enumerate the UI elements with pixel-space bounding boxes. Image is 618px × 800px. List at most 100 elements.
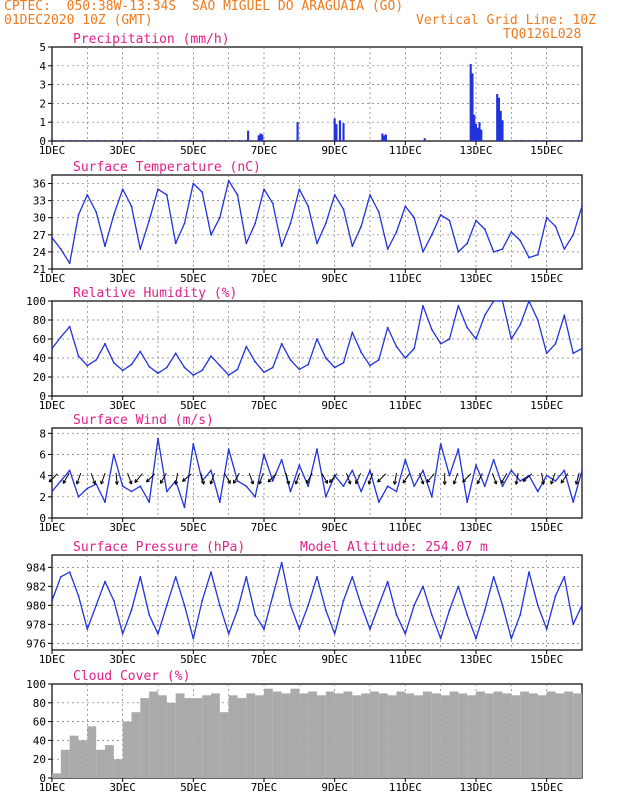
wind-arrow-head <box>201 480 206 485</box>
x-tick-label: 15DEC <box>530 653 563 666</box>
cloud-bar <box>511 695 521 778</box>
y-tick-label: 3 <box>39 79 46 92</box>
panel-frame <box>51 427 583 519</box>
wind-arrow-head <box>62 479 67 484</box>
x-tick-label: 13DEC <box>459 521 492 534</box>
wind-arrow <box>346 472 351 485</box>
wind-arrow <box>210 472 216 485</box>
precip-bar <box>471 73 474 141</box>
wind-arrow <box>522 473 533 482</box>
y-tick-label: 100 <box>26 678 46 691</box>
precip-bar <box>384 134 387 141</box>
x-tick-label: 11DEC <box>389 653 422 666</box>
cloud-bar <box>352 695 362 778</box>
wind-arrow-head <box>128 480 133 485</box>
wind-arrow-head <box>100 480 105 485</box>
y-tick-label: 0 <box>39 772 46 785</box>
y-tick-label: 27 <box>33 229 46 242</box>
y-tick-label: 20 <box>33 753 46 766</box>
cloud-bar <box>202 695 211 778</box>
panel-title: Precipitation (mm/h) <box>73 32 230 47</box>
precip-bar <box>473 114 476 141</box>
x-tick-label: 5DEC <box>180 521 207 534</box>
wind-arrow <box>560 473 569 484</box>
wind-arrow-head <box>452 480 457 485</box>
wind-arrow-head <box>550 480 554 485</box>
wind-arrow <box>321 473 329 484</box>
wind-arrow <box>134 473 143 483</box>
precip-bar <box>342 123 345 141</box>
wind-arrow <box>248 472 254 485</box>
wind-arrow-head <box>367 480 372 485</box>
y-tick-label: 6 <box>39 448 46 461</box>
precip-bar <box>188 140 191 141</box>
x-tick-label: 11DEC <box>389 399 422 412</box>
cloud-bar <box>219 712 229 778</box>
cloud-bar <box>431 693 441 778</box>
cloud-bar <box>166 702 176 778</box>
precip-bar <box>167 140 170 141</box>
panel-title: Relative Humidity (%) <box>73 286 237 301</box>
wind-arrow <box>267 473 277 483</box>
y-tick-label: 40 <box>33 734 46 747</box>
wind-arrow <box>426 473 435 483</box>
panel-frame <box>51 300 583 397</box>
precip-bar <box>556 140 559 141</box>
y-tick-label: 80 <box>33 697 46 710</box>
precip-bar <box>469 63 472 141</box>
cloud-bar <box>149 691 158 778</box>
series-line <box>51 300 583 376</box>
x-tick-label: 13DEC <box>459 653 492 666</box>
wind-arrow-head <box>159 479 164 484</box>
precip-bar <box>118 140 121 141</box>
precip-bar <box>103 140 107 141</box>
cloud-bar <box>458 693 468 778</box>
cloud-bar <box>370 691 379 778</box>
wind-arrow <box>146 473 156 483</box>
x-tick-label: 15DEC <box>530 144 563 157</box>
wind-arrow <box>393 472 398 485</box>
wind-arrow <box>305 473 313 484</box>
cloud-bar <box>387 695 397 778</box>
x-tick-label: 7DEC <box>251 521 278 534</box>
wind-arrow <box>115 472 118 485</box>
precip-bar <box>520 140 523 141</box>
precip-bar <box>478 122 481 141</box>
wind-arrow <box>329 473 338 483</box>
wind-arrow <box>402 473 411 484</box>
y-tick-label: 24 <box>33 246 47 259</box>
cloud-bar <box>113 759 123 778</box>
precip-bar <box>153 140 156 141</box>
precip-bar <box>563 140 566 141</box>
wind-arrow-head <box>462 478 467 483</box>
x-tick-label: 1DEC <box>39 521 66 534</box>
y-tick-label: 8 <box>39 427 46 440</box>
precip-bar <box>480 129 483 141</box>
wind-arrow-head <box>476 480 481 485</box>
y-tick-label: 0 <box>39 135 46 148</box>
precip-bar <box>96 140 99 141</box>
y-tick-label: 20 <box>33 371 46 384</box>
x-tick-label: 3DEC <box>109 521 136 534</box>
cloud-bar <box>440 695 450 778</box>
y-tick-label: 980 <box>26 599 46 612</box>
wind-arrow-head <box>347 480 352 485</box>
x-tick-label: 1DEC <box>39 144 66 157</box>
wind-arrow-head <box>75 480 80 485</box>
precip-bar <box>247 130 250 141</box>
y-tick-label: 984 <box>26 561 46 574</box>
panel-title: Cloud Cover (%) <box>73 669 190 684</box>
x-tick-label: 5DEC <box>180 144 207 157</box>
precip-bar <box>296 122 299 141</box>
cloud-bar <box>573 693 582 778</box>
header-grid-note: Vertical Grid Line: 10Z <box>416 13 597 28</box>
x-tick-label: 15DEC <box>530 399 563 412</box>
precip-bar <box>527 140 531 141</box>
series-line <box>51 437 583 509</box>
cloud-bar <box>378 693 388 778</box>
x-tick-label: 15DEC <box>530 521 563 534</box>
cloud-bar <box>493 691 503 778</box>
x-tick-label: 3DEC <box>109 399 136 412</box>
wind-arrow <box>90 472 96 485</box>
wind-arrow <box>100 472 106 485</box>
